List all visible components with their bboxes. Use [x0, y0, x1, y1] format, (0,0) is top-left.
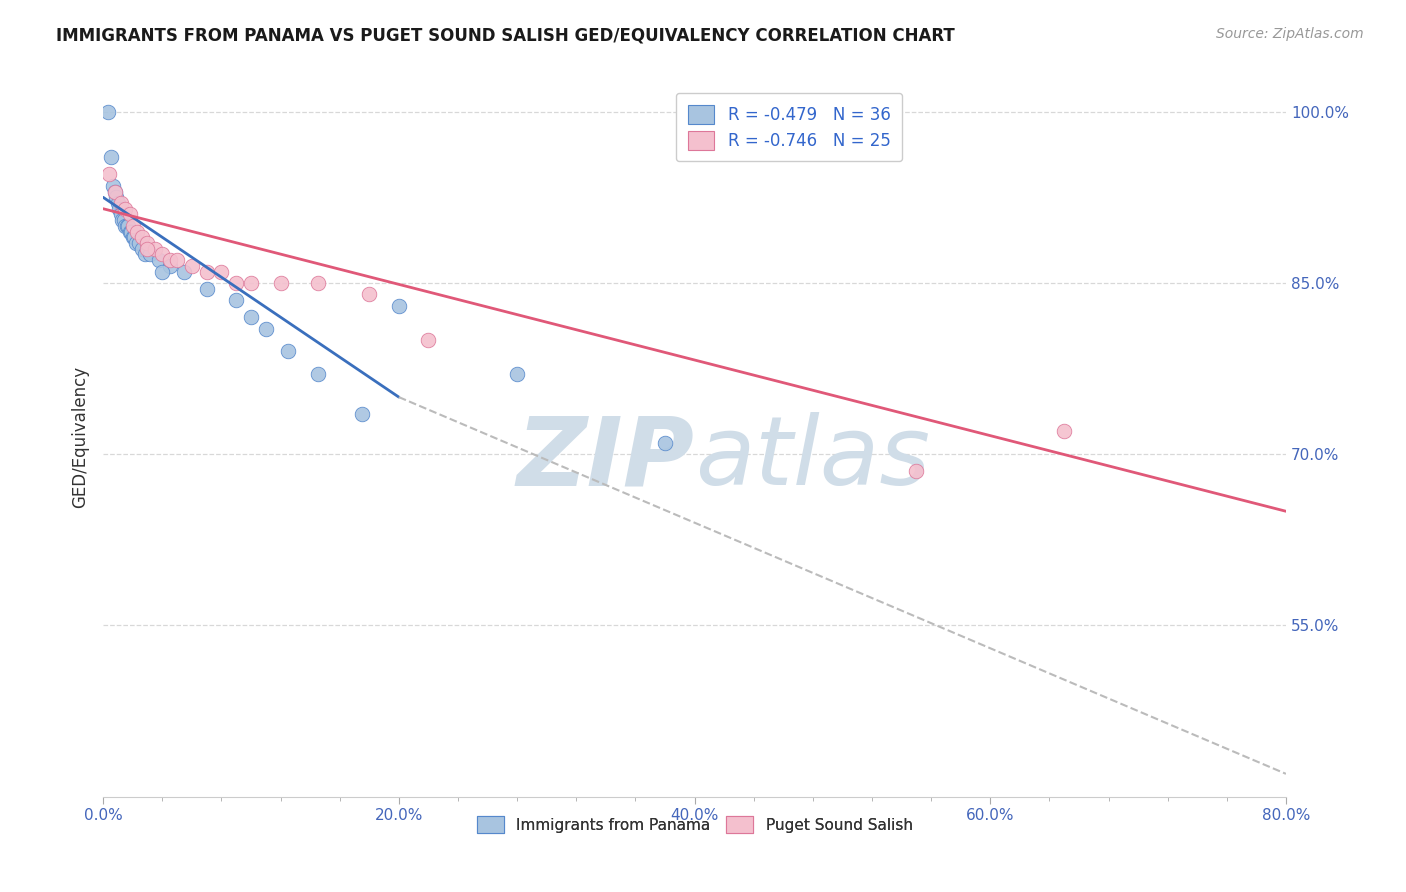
Point: [107, 196, 129, 211]
Point: [166, 253, 188, 268]
Point: [159, 259, 181, 273]
Point: [117, 219, 139, 233]
Point: [195, 282, 218, 296]
Point: [150, 264, 173, 278]
Point: [418, 333, 440, 347]
Point: [112, 213, 135, 227]
Point: [115, 219, 138, 233]
Point: [100, 150, 122, 164]
Point: [111, 213, 134, 227]
Point: [150, 247, 173, 261]
Point: [143, 242, 166, 256]
Point: [1053, 425, 1076, 439]
Point: [128, 235, 150, 250]
Point: [136, 242, 159, 256]
Point: [122, 230, 145, 244]
Point: [120, 225, 142, 239]
Text: ZIP: ZIP: [516, 412, 695, 505]
Point: [359, 287, 381, 301]
Point: [195, 264, 218, 278]
Text: atlas: atlas: [695, 412, 929, 505]
Legend: Immigrants from Panama, Puget Sound Salish: Immigrants from Panama, Puget Sound Sali…: [471, 810, 918, 839]
Point: [104, 185, 127, 199]
Point: [110, 207, 132, 221]
Point: [209, 264, 232, 278]
Text: IMMIGRANTS FROM PANAMA VS PUGET SOUND SALISH GED/EQUIVALENCY CORRELATION CHART: IMMIGRANTS FROM PANAMA VS PUGET SOUND SA…: [56, 27, 955, 45]
Point: [307, 276, 329, 290]
Point: [388, 299, 411, 313]
Point: [134, 247, 156, 261]
Point: [104, 185, 127, 199]
Point: [277, 344, 299, 359]
Point: [124, 235, 146, 250]
Point: [225, 276, 247, 290]
Point: [905, 464, 928, 478]
Point: [108, 202, 131, 216]
Point: [136, 235, 159, 250]
Point: [240, 276, 263, 290]
Text: Source: ZipAtlas.com: Source: ZipAtlas.com: [1216, 27, 1364, 41]
Point: [127, 225, 149, 239]
Point: [270, 276, 292, 290]
Point: [148, 253, 170, 268]
Point: [225, 293, 247, 307]
Point: [105, 190, 128, 204]
Point: [114, 202, 136, 216]
Point: [114, 219, 136, 233]
Point: [131, 230, 153, 244]
Point: [131, 242, 153, 256]
Point: [180, 259, 202, 273]
Point: [121, 219, 143, 233]
Point: [118, 225, 141, 239]
Y-axis label: GED/Equivalency: GED/Equivalency: [72, 366, 89, 508]
Point: [159, 253, 181, 268]
Point: [240, 310, 263, 325]
Point: [254, 321, 277, 335]
Point: [139, 247, 162, 261]
Point: [110, 196, 132, 211]
Point: [506, 368, 529, 382]
Point: [98, 168, 121, 182]
Point: [173, 264, 195, 278]
Point: [307, 368, 329, 382]
Point: [654, 435, 676, 450]
Point: [97, 104, 120, 119]
Point: [118, 207, 141, 221]
Point: [350, 407, 373, 421]
Point: [121, 230, 143, 244]
Point: [103, 178, 125, 193]
